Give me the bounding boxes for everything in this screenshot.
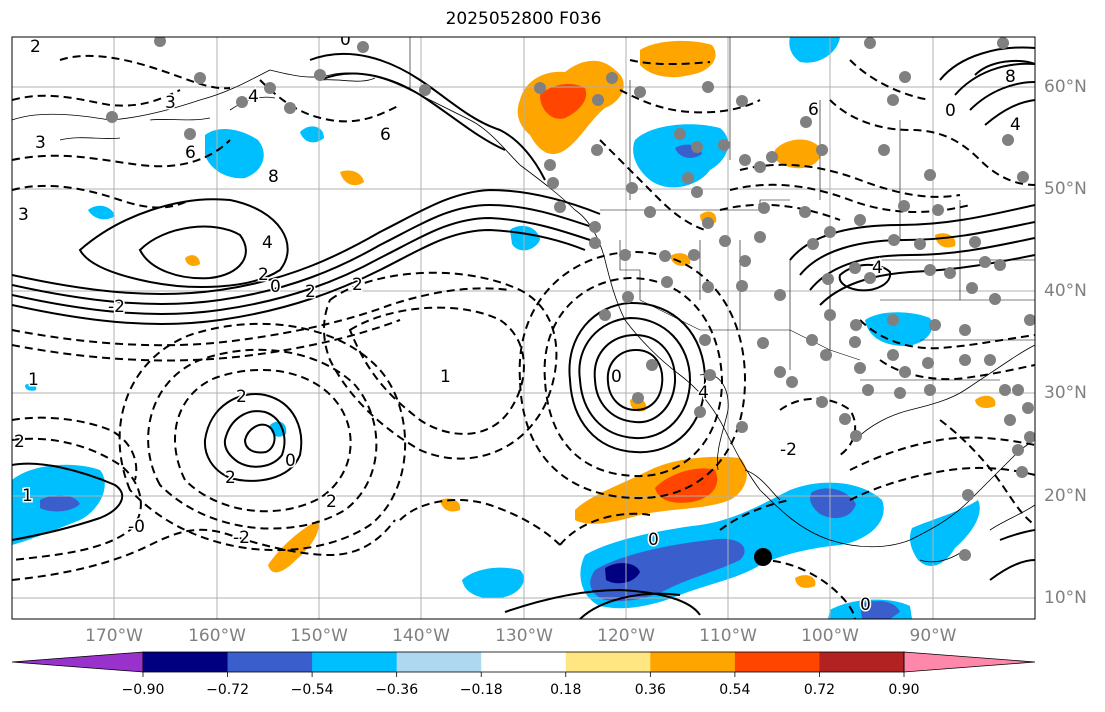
lat-label-40n: 40°N	[1044, 281, 1087, 301]
orange-patch	[795, 575, 816, 588]
lat-label-50n: 50°N	[1044, 179, 1087, 199]
lon-label-120w: 120°W	[597, 626, 655, 646]
solid-contours	[12, 46, 1035, 619]
contour-label: 0	[285, 451, 296, 471]
contour-label: 2	[326, 492, 337, 512]
station-markers	[106, 37, 1035, 561]
lat-label-10n: 10°N	[1044, 588, 1087, 608]
contour-label: 3	[165, 93, 176, 113]
orange-patch	[975, 395, 996, 408]
contour-label: 1	[22, 486, 33, 506]
lon-label-140w: 140°W	[392, 626, 450, 646]
lat-label-30n: 30°N	[1044, 383, 1087, 403]
lon-label-130w: 130°W	[495, 626, 553, 646]
contour-label: 4	[698, 383, 709, 403]
orange-patch	[340, 170, 364, 186]
contour-label: -2	[233, 528, 250, 548]
dark-blue-patch	[40, 495, 80, 512]
blue-patch	[25, 383, 37, 391]
lat-label-60n: 60°N	[1044, 77, 1087, 97]
contour-label: 6	[185, 143, 196, 163]
colorbar-tick-label: 0.18	[550, 682, 582, 698]
contour-label: 2	[236, 387, 247, 407]
lon-label-160w: 160°W	[188, 626, 246, 646]
contour-label: 8	[268, 167, 279, 187]
blue-patch	[88, 205, 115, 220]
colorbar-tick-label: −0.36	[375, 682, 419, 698]
contour-label: -2	[108, 297, 125, 317]
dark-blue-patch	[590, 538, 745, 602]
contour-label: 2	[225, 468, 236, 488]
contour-label: 2	[30, 37, 41, 57]
contour-label: 6	[380, 125, 391, 145]
orange-patch	[185, 255, 200, 266]
colorbar-tick-label: 0.54	[719, 682, 751, 698]
contour-label: 2	[305, 282, 316, 302]
colorbar-tick-label: −0.90	[121, 682, 165, 698]
contour-label: 0	[860, 595, 871, 615]
contour-label: 0	[648, 530, 659, 550]
contour-label: 2	[352, 275, 363, 295]
lon-label-100w: 100°W	[801, 626, 859, 646]
orange-patch	[640, 40, 716, 78]
orange-patch	[440, 498, 461, 512]
lat-label-20n: 20°N	[1044, 486, 1087, 506]
blue-patch	[865, 312, 933, 346]
contour-label: 0	[945, 101, 956, 121]
colorbar-tick-label: −0.54	[290, 682, 334, 698]
contour-label: 0	[340, 30, 351, 50]
contour-label: 4	[262, 233, 273, 253]
contour-label: -2	[780, 440, 797, 460]
orange-patch	[268, 520, 319, 573]
blue-patch	[462, 567, 524, 599]
contour-label: 6	[808, 100, 819, 120]
contour-label: 2	[258, 265, 269, 285]
colorbar-tick-label: 0.72	[803, 682, 836, 698]
contour-label: 1	[440, 367, 451, 387]
contour-label: 0	[270, 277, 281, 297]
blue-patch	[300, 126, 324, 143]
blue-patch	[789, 37, 840, 63]
contour-label: 4	[248, 87, 259, 107]
lon-label-90w: 90°W	[909, 626, 957, 646]
colorbar-tick-label: 0.90	[888, 682, 920, 698]
blue-patch	[205, 128, 264, 179]
blue-patch	[633, 124, 729, 188]
contour-label: -0	[128, 517, 145, 537]
dashed-contours	[12, 54, 1035, 619]
navy-patch	[605, 563, 640, 584]
colorbar-tick-label: 0.36	[634, 682, 666, 698]
map-frame	[11, 36, 1036, 620]
contour-label: 4	[1010, 115, 1021, 135]
colorbar-tick-label: −0.18	[459, 682, 503, 698]
colorbar-tick-label: −0.72	[206, 682, 249, 698]
map-title: 2025052800 F036	[445, 9, 602, 29]
contour-label: 3	[35, 133, 46, 153]
lon-label-110w: 110°W	[699, 626, 757, 646]
contour-label: 2	[14, 432, 25, 452]
blue-patch	[910, 500, 980, 567]
dark-blue-patch	[860, 600, 900, 619]
contour-label: 4	[872, 258, 883, 278]
contour-label: 1	[28, 370, 39, 390]
lon-label-170w: 170°W	[85, 626, 143, 646]
orange-patch	[670, 253, 691, 266]
orange-patch	[774, 139, 821, 169]
black-marker	[754, 548, 772, 566]
red-patch	[540, 84, 587, 119]
contour-label: 0	[611, 367, 622, 387]
lon-label-150w: 150°W	[290, 626, 348, 646]
red-patch	[655, 468, 718, 503]
contour-label: 3	[18, 205, 29, 225]
contour-label: 8	[1005, 67, 1016, 87]
